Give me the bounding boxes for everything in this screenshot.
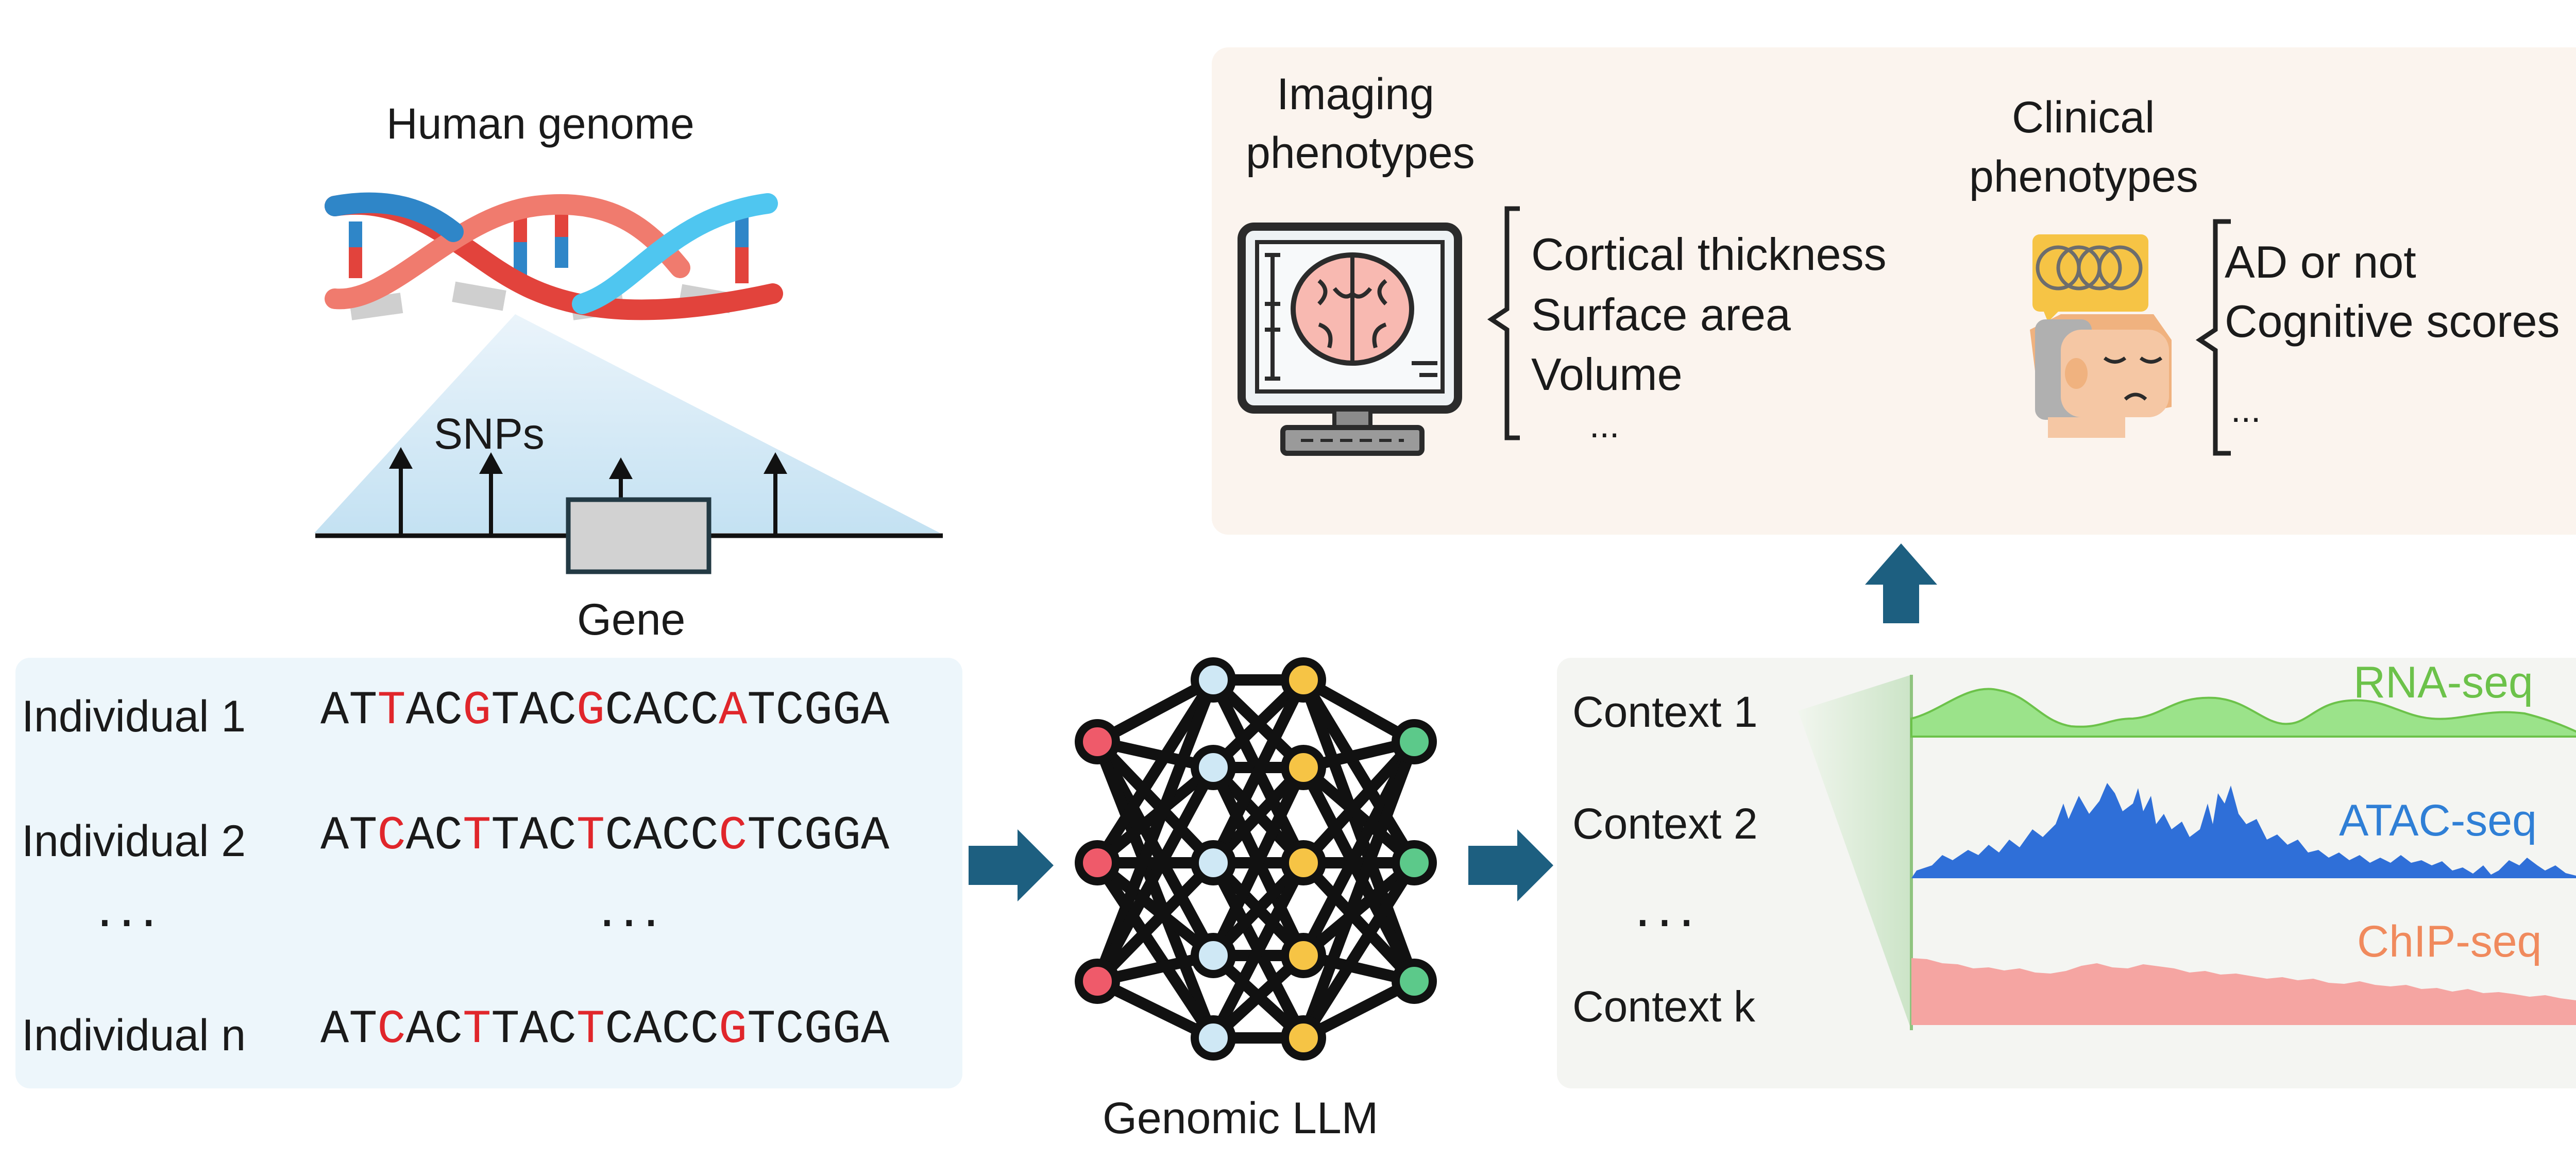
variant-base: T bbox=[463, 1002, 492, 1056]
context-k-label: Context k bbox=[1572, 982, 1755, 1031]
imaging-item-cortical-thickness: Cortical thickness bbox=[1531, 229, 1887, 280]
imaging-title-line2: phenotypes bbox=[1246, 128, 1475, 178]
variant-base: G bbox=[463, 684, 492, 738]
clinical-title-line2: phenotypes bbox=[1969, 152, 2198, 201]
individual-1-label: Individual 1 bbox=[22, 692, 246, 741]
individual-2-label: Individual 2 bbox=[22, 816, 246, 866]
clinical-bracket bbox=[2195, 219, 2231, 456]
gene-box bbox=[566, 497, 711, 574]
arrow-to-context-icon bbox=[1468, 829, 1553, 901]
clinical-title-line1: Clinical bbox=[2012, 93, 2155, 142]
individual-2-sequence: ATCACTTACTCACCCTCGGA bbox=[320, 812, 889, 860]
sequence-segment: AC bbox=[405, 809, 463, 863]
context-1-label: Context 1 bbox=[1572, 688, 1758, 736]
genome-title: Human genome bbox=[386, 99, 694, 148]
sequence-segment: TAC bbox=[491, 684, 577, 738]
rna-seq-track bbox=[1910, 688, 2576, 738]
sequence-segment: CACC bbox=[605, 809, 719, 863]
variant-base: C bbox=[718, 809, 748, 863]
imaging-item-volume: Volume bbox=[1531, 349, 1683, 400]
imaging-item-more: ... bbox=[1589, 405, 1620, 445]
sequence-segment: TCGGA bbox=[747, 809, 890, 863]
individual-ellipsis: ··· bbox=[95, 888, 161, 951]
arrow-to-llm-icon bbox=[969, 829, 1054, 901]
imaging-bracket bbox=[1487, 206, 1520, 440]
sequence-segment: TCGGA bbox=[747, 684, 890, 738]
patient-head-icon bbox=[2030, 234, 2172, 438]
gene-label: Gene bbox=[577, 595, 686, 644]
snps-label: SNPs bbox=[434, 410, 545, 458]
variant-base: C bbox=[377, 1002, 406, 1056]
brain-monitor-icon bbox=[1238, 223, 1462, 456]
atac-seq-track bbox=[1911, 783, 2576, 878]
variant-base: T bbox=[377, 684, 406, 738]
variant-base: T bbox=[463, 809, 492, 863]
sequence-segment: AC bbox=[405, 1002, 463, 1056]
arrow-to-phenotype-icon bbox=[1865, 543, 1937, 623]
clinical-item-cognitive-scores: Cognitive scores bbox=[2225, 296, 2560, 347]
variant-base: C bbox=[377, 809, 406, 863]
chip-seq-label: ChIP-seq bbox=[2357, 917, 2542, 966]
individuals-panel bbox=[15, 658, 962, 1088]
context-2-label: Context 2 bbox=[1572, 799, 1758, 848]
sequence-segment: AT bbox=[320, 809, 378, 863]
sequence-segment: TAC bbox=[491, 809, 577, 863]
clinical-item-ad: AD or not bbox=[2225, 236, 2416, 287]
dna-helix-icon bbox=[325, 192, 783, 320]
individual-n-sequence: ATCACTTACTCACCGTCGGA bbox=[320, 1006, 889, 1053]
context-zoom-wedge bbox=[1798, 675, 1911, 1030]
variant-base: G bbox=[718, 1002, 748, 1056]
neural-network-icon bbox=[1075, 657, 1437, 1061]
sequence-ellipsis: ··· bbox=[598, 888, 664, 951]
sequence-segment: AT bbox=[320, 1002, 378, 1056]
model-label: Genomic LLM bbox=[1103, 1094, 1379, 1143]
imaging-title-line1: Imaging bbox=[1277, 70, 1434, 119]
variant-base: A bbox=[718, 684, 748, 738]
imaging-item-surface-area: Surface area bbox=[1531, 289, 1791, 340]
variant-base: T bbox=[576, 809, 605, 863]
individual-1-sequence: ATTACGTACGCACCATCGGA bbox=[320, 687, 889, 735]
sequence-segment: TCGGA bbox=[747, 1002, 890, 1056]
rna-seq-label: RNA-seq bbox=[2353, 658, 2533, 707]
atac-seq-label: ATAC-seq bbox=[2339, 796, 2537, 845]
sequence-segment: CACC bbox=[605, 1002, 719, 1056]
context-ellipsis: ··· bbox=[1633, 888, 1699, 951]
zoom-wedge bbox=[314, 314, 940, 533]
chip-seq-track bbox=[1911, 958, 2576, 1025]
sequence-segment: TAC bbox=[491, 1002, 577, 1056]
sequence-segment: AT bbox=[320, 684, 378, 738]
sequence-segment: AC bbox=[405, 684, 463, 738]
clinical-item-more: ... bbox=[2231, 389, 2261, 430]
variant-base: G bbox=[576, 684, 605, 738]
variant-base: T bbox=[576, 1002, 605, 1056]
sequence-segment: CACC bbox=[605, 684, 719, 738]
individual-n-label: Individual n bbox=[22, 1011, 246, 1060]
